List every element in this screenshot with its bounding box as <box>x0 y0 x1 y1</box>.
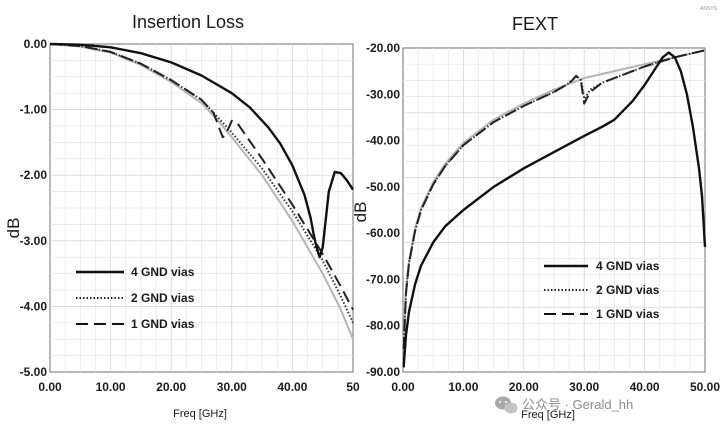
chart-fext: FEXT ANSYS 0.00 10.00 20.00 30.00 40.00 50.00… <box>351 6 720 421</box>
legend-label-1-vias: 1 GND vias <box>596 307 660 321</box>
legend-label-1-vias: 1 GND vias <box>131 317 195 331</box>
y-tick-label: -30.00 <box>366 87 400 101</box>
y-tick-label: -80.00 <box>366 319 400 333</box>
x-tick-label: 30.00 <box>217 380 247 394</box>
legend-label-2-vias: 2 GND vias <box>596 283 660 297</box>
chart-title: FEXT <box>512 14 558 34</box>
wechat-icon <box>495 396 518 414</box>
x-axis-label: Freq [GHz] <box>521 409 575 421</box>
y-axis-label: dB <box>351 202 370 223</box>
legend-label-2-vias: 2 GND vias <box>131 291 195 305</box>
y-tick-label: -4.00 <box>20 299 48 313</box>
legend: 4 GND vias 2 GND vias 1 GND vias <box>544 259 660 321</box>
corner-mark: ANSYS <box>700 6 718 12</box>
x-tick-label: 50.00 <box>690 380 720 394</box>
y-tick-label: -60.00 <box>366 226 400 240</box>
chart-insertion-loss: Insertion Loss 0.00 10.00 20.00 30.00 40.00 5… <box>4 12 360 420</box>
y-tick-label: -5.00 <box>20 365 48 379</box>
y-tick-label: -70.00 <box>366 272 400 286</box>
x-tick-label: 0.00 <box>391 380 415 394</box>
legend-label-4-vias: 4 GND vias <box>596 259 660 273</box>
gridlines <box>403 48 705 372</box>
x-tick-labels: 0.00 10.00 20.00 30.00 40.00 50 <box>38 380 360 394</box>
series-line-4-gnd-vias <box>402 51 707 368</box>
legend: 4 GND vias 2 GND vias 1 GND vias <box>76 265 195 331</box>
y-axis-label: dB <box>4 218 23 239</box>
y-tick-label: -40.00 <box>366 134 400 148</box>
y-tick-label: -3.00 <box>20 234 48 248</box>
watermark-text: 公众号 · Gerald_hh <box>522 397 633 412</box>
x-axis-label: Freq [GHz] <box>173 408 227 420</box>
y-tick-labels: -20.00 -30.00 -40.00 -50.00 -60.00 -70.00 -80.… <box>366 41 400 379</box>
series-line-1-gnd-vias <box>402 49 706 349</box>
gridlines <box>50 44 353 372</box>
y-tick-label: -50.00 <box>366 180 400 194</box>
watermark: 公众号 · Gerald_hh <box>495 396 633 414</box>
y-tick-label: -2.00 <box>20 168 48 182</box>
x-tick-label: 20.00 <box>156 380 186 394</box>
x-tick-label: 40.00 <box>630 380 660 394</box>
series-line-4-gnd-vias <box>49 42 355 259</box>
y-tick-label: 0.00 <box>24 37 48 51</box>
y-tick-label: -20.00 <box>366 41 400 55</box>
x-tick-label: 50 <box>346 380 360 394</box>
x-tick-label: 40.00 <box>277 380 307 394</box>
legend-label-4-vias: 4 GND vias <box>131 265 195 279</box>
x-tick-label: 30.00 <box>569 380 599 394</box>
x-tick-labels: 0.00 10.00 20.00 30.00 40.00 50.00 <box>391 380 720 394</box>
y-tick-label: -1.00 <box>20 103 48 117</box>
y-tick-label: -90.00 <box>366 365 400 379</box>
x-tick-label: 10.00 <box>448 380 478 394</box>
chart-title: Insertion Loss <box>132 12 244 32</box>
x-tick-label: 0.00 <box>38 380 62 394</box>
y-tick-labels: 0.00 -1.00 -2.00 -3.00 -4.00 -5.00 <box>20 37 48 379</box>
x-tick-label: 10.00 <box>96 380 126 394</box>
series-lines <box>402 49 707 368</box>
series-lines <box>49 42 355 340</box>
x-tick-label: 20.00 <box>509 380 539 394</box>
